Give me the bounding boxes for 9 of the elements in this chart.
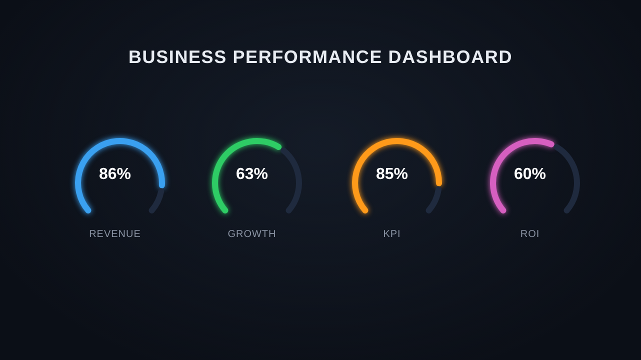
- data-label: 86%: [98, 166, 132, 184]
- text: BUSINESS PERFORMANCE DASHBOARD: [127, 47, 514, 68]
- text: KPI: [382, 229, 402, 240]
- data-label: 60%: [512, 166, 548, 184]
- text: ROI: [519, 229, 541, 240]
- data-label: 85%: [374, 166, 410, 184]
- text: GROWTH: [226, 229, 278, 240]
- data-label: 63%: [234, 166, 270, 184]
- text: REVENUE: [88, 229, 142, 240]
